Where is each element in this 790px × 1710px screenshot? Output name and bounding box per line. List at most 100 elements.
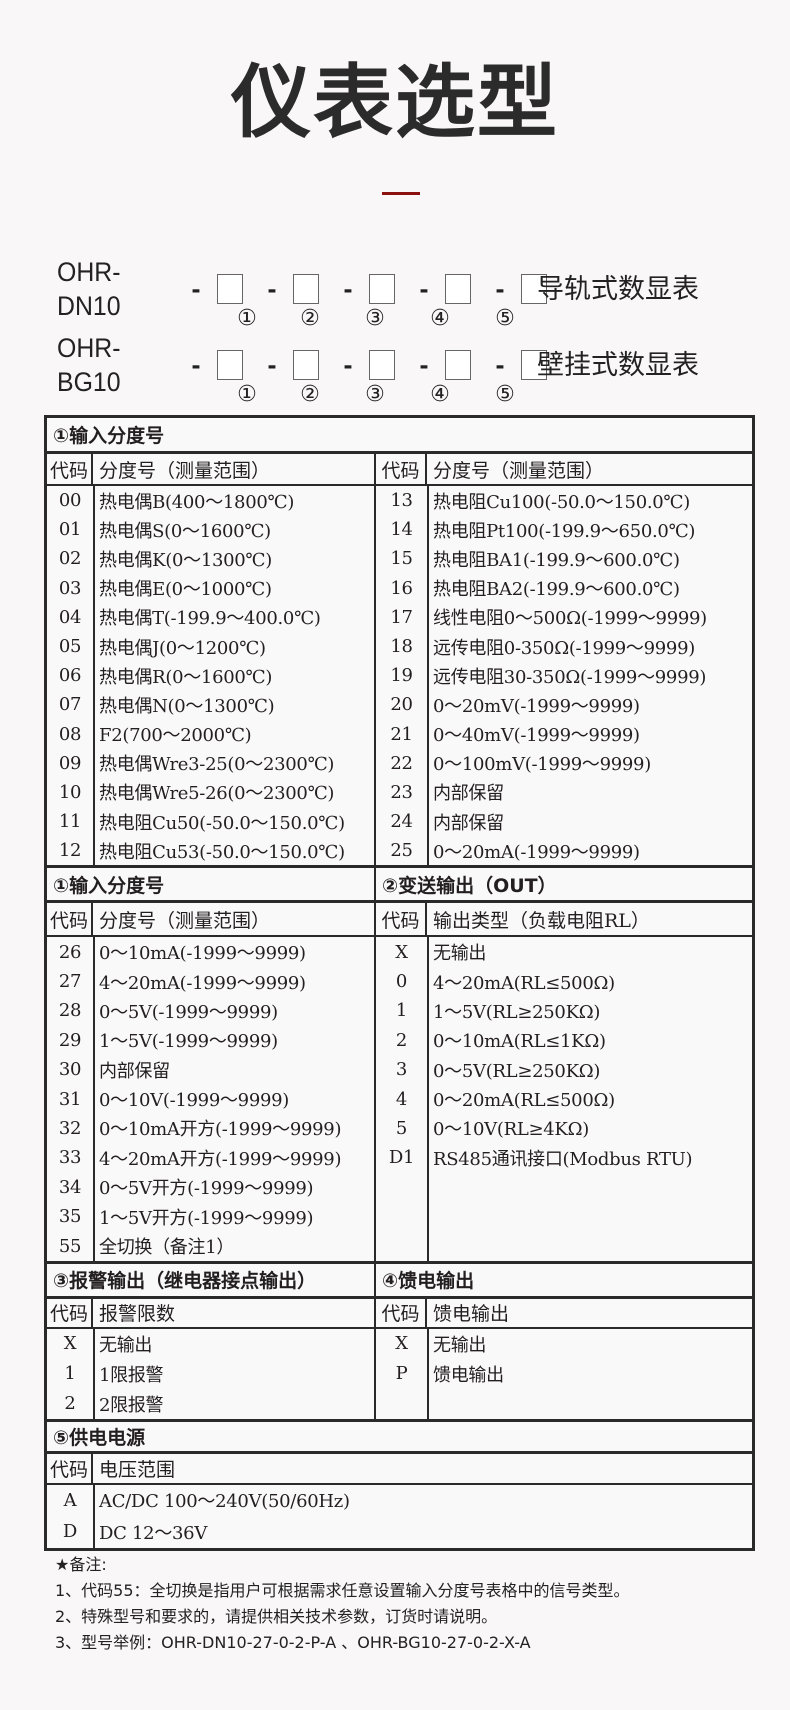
section-title: [374, 418, 752, 454]
code-cell: 35: [58, 1206, 82, 1228]
right-panel: ②变送输出（OUT） 代码 输出类型（负载电阻RL） X 无输出 0 4～20mA(RL≤5…: [376, 868, 752, 1261]
page-title: 仪表选型: [231, 56, 559, 149]
desc-cell: 热电偶Wre5-26(0～2300℃): [99, 783, 335, 805]
code-cell: 20: [390, 694, 413, 716]
code-cell: 15: [390, 548, 413, 570]
code-cell: 1: [64, 1363, 76, 1385]
table-row: 01 热电偶S(0～1600℃): [47, 515, 374, 544]
code-cell: 06: [58, 665, 82, 687]
code-cell: 34: [58, 1176, 82, 1198]
desc-cell: 4～20mA(-1999～9999): [99, 972, 306, 994]
code-header: 代码: [47, 1298, 93, 1327]
code-cell: 16: [390, 577, 413, 599]
slot-number: ②: [300, 382, 320, 407]
model-code-0: OHR-DN10 - - - - - 导轨式数显表: [57, 257, 699, 321]
code-cell: 22: [390, 752, 413, 774]
code-cell: 5: [395, 1117, 408, 1139]
column-header: 代码 分度号（测量范围）: [376, 454, 752, 486]
slot-number: ④: [430, 306, 450, 331]
section-title: ②变送输出（OUT）: [376, 868, 752, 904]
code-cell: 07: [58, 694, 82, 716]
code-cell: 23: [390, 781, 413, 803]
column-divider: [93, 937, 95, 1261]
table-row: 22 0～100mV(-1999～9999): [376, 749, 752, 778]
desc-cell: 4～20mA(RL≤500Ω): [433, 972, 615, 994]
code-cell: 1: [395, 1000, 408, 1022]
note-line: 1、代码55：全切换是指用户可根据需求任意设置输入分度号表格中的信号类型。: [55, 1581, 630, 1600]
code-cell: 2: [395, 1029, 408, 1051]
desc-cell: 2限报警: [99, 1394, 164, 1416]
desc-cell: 0～10mA(RL≤1KΩ): [433, 1031, 606, 1053]
code-cell: 08: [58, 723, 82, 745]
code-cell: 09: [58, 752, 82, 774]
desc-cell: 0～10mA(-1999～9999): [99, 943, 306, 965]
table-row: 13 热电阻Cu100(-50.0～150.0℃): [376, 486, 752, 515]
code-cell: 2: [64, 1393, 76, 1415]
desc-cell: 1～5V开方(-1999～9999): [99, 1207, 314, 1229]
code-cell: D1: [388, 1147, 415, 1169]
code-slot-box: [445, 274, 471, 304]
code-slot-box: [217, 350, 243, 380]
code-cell: 26: [58, 941, 82, 963]
table-row: 23 内部保留: [376, 778, 752, 807]
desc-cell: DC 12～36V: [99, 1522, 208, 1544]
note-line: 3、型号举例：OHR-DN10-27-0-2-P-A 、OHR-BG10-27-…: [55, 1633, 531, 1652]
desc-cell: 4～20mA开方(-1999～9999): [99, 1148, 342, 1170]
table-row: 1 1限报警: [47, 1359, 374, 1389]
desc-header: 分度号（测量范围）: [99, 459, 271, 482]
right-panel: ④馈电输出 代码 馈电输出 X 无输出 P 馈电输出: [376, 1264, 752, 1419]
right-panel: 代码 分度号（测量范围） 13 热电阻Cu100(-50.0～150.0℃) 14 热电阻…: [374, 418, 752, 866]
table-row: X 无输出: [376, 1329, 752, 1359]
code-cell: 27: [58, 971, 82, 993]
desc-cell: 1限报警: [99, 1364, 164, 1386]
column-header: 代码 分度号（测量范围）: [47, 454, 374, 486]
table-row: 08 F2(700～2000℃): [47, 720, 374, 749]
code-cell: P: [395, 1363, 408, 1385]
desc-cell: F2(700～2000℃): [99, 725, 252, 747]
code-cell: 28: [58, 1000, 82, 1022]
model-desc: 壁挂式数显表: [537, 350, 699, 380]
dash: -: [343, 274, 353, 304]
code-cell: 12: [58, 840, 82, 862]
table-row: 12 热电阻Cu53(-50.0～150.0℃): [47, 836, 374, 865]
table-row: 16 热电阻BA2(-199.9～600.0℃): [376, 574, 752, 603]
desc-cell: 0～20mA(RL≤500Ω): [433, 1090, 615, 1112]
code-cell: A: [63, 1489, 77, 1511]
code-cell: 04: [58, 606, 82, 628]
code-cell: 32: [58, 1117, 82, 1139]
desc-header: 电压范围: [99, 1458, 176, 1481]
desc-header: 分度号（测量范围）: [433, 459, 605, 482]
model-code-1: OHR-BG10 - - - - - 壁挂式数显表: [57, 333, 699, 397]
desc-cell: 热电偶T(-199.9～400.0℃): [99, 608, 321, 630]
code-cell: 18: [390, 636, 413, 658]
code-cell: 29: [58, 1029, 82, 1051]
desc-cell: 内部保留: [433, 812, 504, 834]
section-title: ③报警输出（继电器接点输出）: [47, 1264, 374, 1299]
table-row: 09 热电偶Wre3-25(0～2300℃): [47, 749, 374, 778]
selection-table: ①输入分度号 代码 分度号（测量范围） 00 热电偶B(400～1800℃) 01 热电偶S…: [44, 415, 755, 1551]
desc-cell: 远传电阻0-350Ω(-1999～9999): [433, 637, 695, 659]
desc-cell: 1～5V(RL≥250KΩ): [433, 1001, 601, 1023]
desc-cell: 0～10V(-1999～9999): [99, 1090, 289, 1112]
dash: -: [267, 274, 277, 304]
table-row: 1 1～5V(RL≥250KΩ): [376, 996, 752, 1025]
section-4: ⑤供电电源 代码 电压范围 A AC/DC 100～240V(50/60Hz) D DC 1…: [47, 1422, 752, 1548]
desc-cell: 1～5V(-1999～9999): [99, 1031, 278, 1053]
table-row: D1 RS485通讯接口(Modbus RTU): [376, 1143, 752, 1172]
column-header: 代码 分度号（测量范围）: [47, 903, 374, 938]
desc-cell: 0～10V(RL≥4KΩ): [433, 1119, 589, 1141]
dash: -: [419, 350, 429, 380]
code-cell: 02: [58, 548, 82, 570]
code-cell: 01: [58, 519, 82, 541]
table-row: 24 内部保留: [376, 807, 752, 836]
table-row: 21 0～40mV(-1999～9999): [376, 720, 752, 749]
slot-number: ⑤: [495, 306, 515, 331]
section-2: ①输入分度号 代码 分度号（测量范围） 26 0～10mA(-1999～9999) 27 4…: [47, 868, 752, 1264]
desc-cell: 热电阻Pt100(-199.9～650.0℃): [433, 520, 696, 542]
table-row: 27 4～20mA(-1999～9999): [47, 967, 374, 996]
code-cell: X: [63, 1333, 77, 1355]
section-3: ③报警输出（继电器接点输出） 代码 报警限数 X 无输出 1 1限报警 2 2限报警 ④馈电输出代…: [47, 1263, 752, 1422]
section-title: ⑤供电电源: [47, 1422, 752, 1454]
table-row: 17 线性电阻0～500Ω(-1999～9999): [376, 603, 752, 632]
code-cell: 11: [58, 811, 82, 833]
